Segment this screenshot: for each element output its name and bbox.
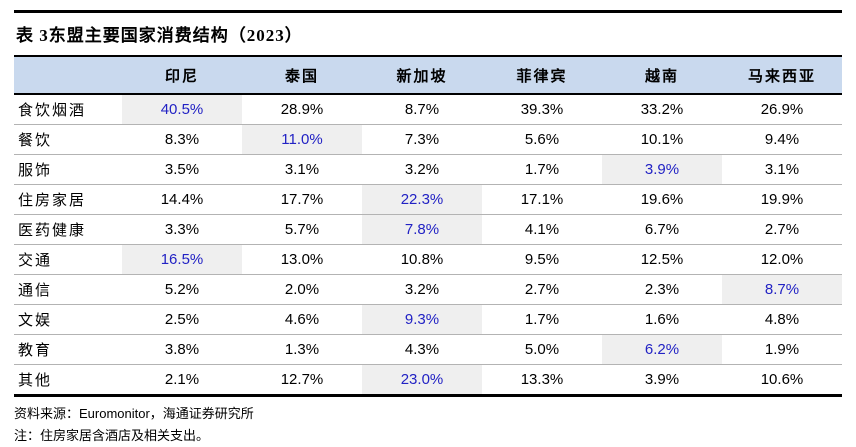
row-label: 医药健康: [14, 214, 122, 245]
top-rule: [14, 10, 842, 13]
data-cell: 14.4%: [122, 184, 242, 215]
data-cell: 10.1%: [602, 124, 722, 155]
data-cell: 5.6%: [482, 124, 602, 155]
data-cell: 16.5%: [122, 244, 242, 275]
data-cell: 4.3%: [362, 334, 482, 365]
data-cell: 9.3%: [362, 304, 482, 335]
data-cell: 17.7%: [242, 184, 362, 215]
table-row: 交通 16.5% 13.0% 10.8% 9.5% 12.5% 12.0%: [14, 244, 842, 275]
table-row: 医药健康 3.3% 5.7% 7.8% 4.1% 6.7% 2.7%: [14, 214, 842, 245]
data-cell: 8.7%: [722, 274, 842, 305]
table-title: 表 3东盟主要国家消费结构（2023）: [16, 26, 303, 45]
data-cell: 28.9%: [242, 94, 362, 125]
column-header-2: 泰国: [242, 55, 362, 95]
data-cell: 2.5%: [122, 304, 242, 335]
row-label: 通信: [14, 274, 122, 305]
table-row: 通信 5.2% 2.0% 3.2% 2.7% 2.3% 8.7%: [14, 274, 842, 305]
table-row: 教育 3.8% 1.3% 4.3% 5.0% 6.2% 1.9%: [14, 334, 842, 365]
data-cell: 3.8%: [122, 334, 242, 365]
data-cell: 12.7%: [280, 370, 324, 388]
corner-cell: [14, 55, 122, 95]
row-label: 文娱: [14, 304, 122, 335]
data-cell: 1.6%: [602, 304, 722, 335]
data-cell: 7.3%: [362, 124, 482, 155]
data-cell: 1.9%: [722, 334, 842, 365]
data-cell: 13.0%: [242, 244, 362, 275]
row-label: 住房家居: [14, 184, 122, 215]
data-cell: 1.3%: [242, 334, 362, 365]
data-cell: 22.3%: [362, 184, 482, 215]
data-cell: 9.4%: [722, 124, 842, 155]
column-header-6: 马来西亚: [722, 55, 842, 95]
data-cell: 3.2%: [362, 154, 482, 185]
data-cell: 40.5%: [122, 94, 242, 125]
column-header-4: 菲律宾: [482, 55, 602, 95]
data-cell: 7.8%: [362, 214, 482, 245]
data-cell: 3.3%: [122, 214, 242, 245]
data-cell: 3.2%: [362, 274, 482, 305]
data-cell: 33.2%: [602, 94, 722, 125]
table-row: 文娱 2.5% 4.6% 9.3% 1.7% 1.6% 4.8%: [14, 304, 842, 335]
table-footer: 资料来源：Euromonitor，海通证券研究所 注：住房家居含酒店及相关支出。: [14, 397, 842, 447]
row-label: 食饮烟酒: [14, 94, 122, 125]
row-label: 其他: [18, 372, 53, 389]
row-label: 服饰: [14, 154, 122, 185]
data-cell: 1.7%: [482, 154, 602, 185]
data-cell: 8.3%: [122, 124, 242, 155]
data-cell: 4.1%: [482, 214, 602, 245]
table-row: 餐饮 8.3% 11.0% 7.3% 5.6% 10.1% 9.4%: [14, 124, 842, 155]
data-cell: 2.1%: [164, 370, 200, 388]
table-row: 住房家居 14.4% 17.7% 22.3% 17.1% 19.6% 19.9%: [14, 184, 842, 215]
data-cell: 2.0%: [242, 274, 362, 305]
data-cell: 23.0%: [362, 364, 482, 394]
data-cell: 9.5%: [482, 244, 602, 275]
data-cell: 10.8%: [362, 244, 482, 275]
column-header-1: 印尼: [122, 55, 242, 95]
consumption-structure-table: 印尼 泰国 新加坡 菲律宾 越南 马来西亚 食饮烟酒 40.5% 28.9% 8.7% 39.3%…: [14, 55, 842, 394]
data-cell: 3.9%: [644, 370, 680, 388]
data-cell: 1.7%: [482, 304, 602, 335]
data-cell: 2.7%: [482, 274, 602, 305]
data-cell: 19.9%: [722, 184, 842, 215]
column-header-3: 新加坡: [362, 55, 482, 95]
data-cell: 39.3%: [482, 94, 602, 125]
table-row: 食饮烟酒 40.5% 28.9% 8.7% 39.3% 33.2% 26.9%: [14, 94, 842, 125]
row-label: 餐饮: [14, 124, 122, 155]
data-cell: 5.0%: [482, 334, 602, 365]
data-cell: 3.9%: [602, 154, 722, 185]
data-cell: 6.2%: [602, 334, 722, 365]
data-cell: 12.0%: [722, 244, 842, 275]
data-cell: 12.5%: [602, 244, 722, 275]
data-cell: 8.7%: [362, 94, 482, 125]
data-cell: 19.6%: [602, 184, 722, 215]
data-cell: 4.8%: [722, 304, 842, 335]
data-cell: 6.7%: [602, 214, 722, 245]
table-header-row: 印尼 泰国 新加坡 菲律宾 越南 马来西亚: [14, 55, 842, 95]
data-cell: 5.7%: [242, 214, 362, 245]
data-cell: 10.6%: [760, 370, 804, 388]
data-cell: 2.7%: [722, 214, 842, 245]
source-line: 资料来源：Euromonitor，海通证券研究所: [14, 406, 254, 421]
data-cell: 3.1%: [722, 154, 842, 185]
data-cell: 11.0%: [242, 124, 362, 155]
bottom-rule: [14, 394, 842, 397]
data-cell: 4.6%: [242, 304, 362, 335]
data-cell: 26.9%: [722, 94, 842, 125]
data-cell: 5.2%: [122, 274, 242, 305]
data-cell: 2.3%: [602, 274, 722, 305]
table-row: 服饰 3.5% 3.1% 3.2% 1.7% 3.9% 3.1%: [14, 154, 842, 185]
column-header-5: 越南: [602, 55, 722, 95]
data-cell: 17.1%: [482, 184, 602, 215]
table-row: 其他 2.1% 12.7% 23.0% 13.3% 3.9% 10.6%: [14, 364, 842, 394]
data-cell: 13.3%: [520, 370, 564, 388]
row-label: 教育: [14, 334, 122, 365]
footnote-line: 注：住房家居含酒店及相关支出。: [14, 428, 210, 443]
row-label: 交通: [14, 244, 122, 275]
data-cell: 3.5%: [122, 154, 242, 185]
data-cell: 3.1%: [242, 154, 362, 185]
